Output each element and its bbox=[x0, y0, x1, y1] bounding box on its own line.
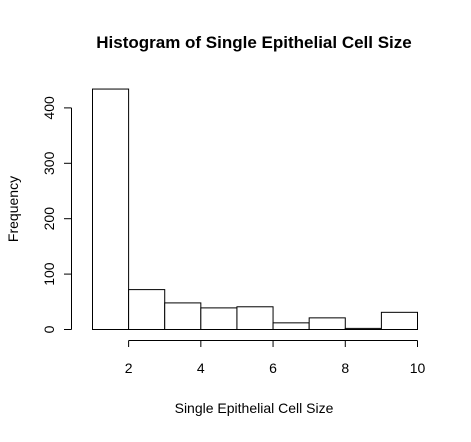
histogram-bar-2 bbox=[128, 289, 166, 331]
x-tick-label-10: 10 bbox=[410, 360, 426, 376]
y-tick-label-400: 400 bbox=[41, 96, 57, 120]
histogram-bar-3 bbox=[164, 302, 202, 330]
x-axis-label: Single Epithelial Cell Size bbox=[175, 400, 334, 416]
histogram-bar-7 bbox=[308, 317, 346, 330]
histogram-bar-6 bbox=[272, 322, 310, 330]
x-tick-label-6: 6 bbox=[269, 360, 277, 376]
x-tick-label-4: 4 bbox=[197, 360, 205, 376]
x-tick-label-2: 2 bbox=[125, 360, 133, 376]
y-axis-label: Frequency bbox=[5, 176, 21, 242]
y-tick-label-300: 300 bbox=[41, 151, 57, 175]
chart-title: Histogram of Single Epithelial Cell Size bbox=[96, 33, 412, 52]
histogram-bar-5 bbox=[236, 306, 274, 331]
histogram-bar-1 bbox=[92, 88, 130, 331]
y-axis: 0 100 200 300 400 bbox=[41, 96, 72, 333]
x-axis: 2 4 6 8 10 bbox=[125, 340, 426, 376]
histogram-bar-8 bbox=[344, 327, 382, 331]
histogram-bar-9 bbox=[380, 311, 418, 330]
x-tick-label-8: 8 bbox=[341, 360, 349, 376]
histogram-bars bbox=[92, 88, 418, 331]
histogram-bar-4 bbox=[200, 307, 238, 330]
y-tick-label-200: 200 bbox=[41, 207, 57, 231]
y-tick-label-100: 100 bbox=[41, 262, 57, 286]
y-tick-label-0: 0 bbox=[41, 325, 57, 333]
